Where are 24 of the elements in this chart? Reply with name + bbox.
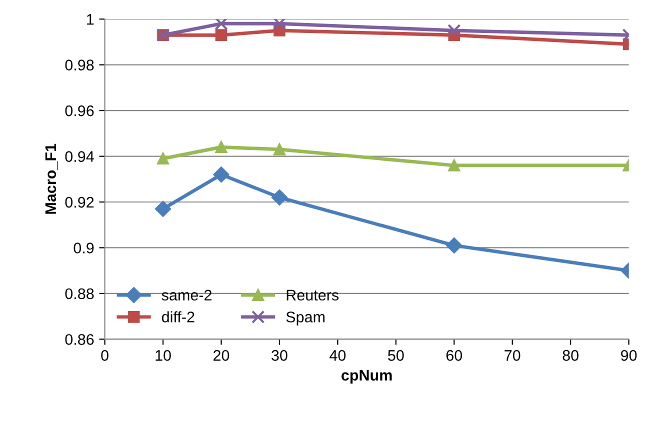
y-tick-label: 1	[87, 14, 94, 25]
y-tick-label: 0.92	[65, 196, 94, 208]
x-tick-label: 80	[562, 350, 578, 361]
y-tick-label: 0.9	[74, 242, 94, 254]
x-tick-label: 90	[621, 350, 637, 361]
y-tick-label: 0.88	[65, 288, 94, 300]
x-axis-title: cpNum	[342, 370, 392, 384]
y-tick-label: 0.98	[65, 60, 94, 70]
legend-label: Reuters	[286, 290, 339, 301]
x-tick-label: 0	[101, 350, 108, 361]
y-tick-label: 0.94	[65, 151, 94, 162]
x-tick-label: 50	[388, 350, 404, 361]
legend-label: diff-2	[162, 311, 194, 322]
legend-label: same-2	[162, 290, 212, 301]
y-tick-label: 0.86	[65, 334, 94, 345]
legend-label: Spam	[286, 312, 325, 326]
y-tick-label: 0.96	[65, 105, 94, 116]
x-tick-label: 10	[156, 350, 171, 361]
x-tick-label: 70	[504, 350, 520, 361]
x-tick-label: 20	[214, 350, 230, 361]
x-tick-label: 40	[330, 350, 346, 361]
y-axis-title: Macro_F1	[45, 144, 58, 214]
x-tick-label: 60	[446, 350, 462, 361]
x-tick-label: 30	[272, 350, 288, 361]
